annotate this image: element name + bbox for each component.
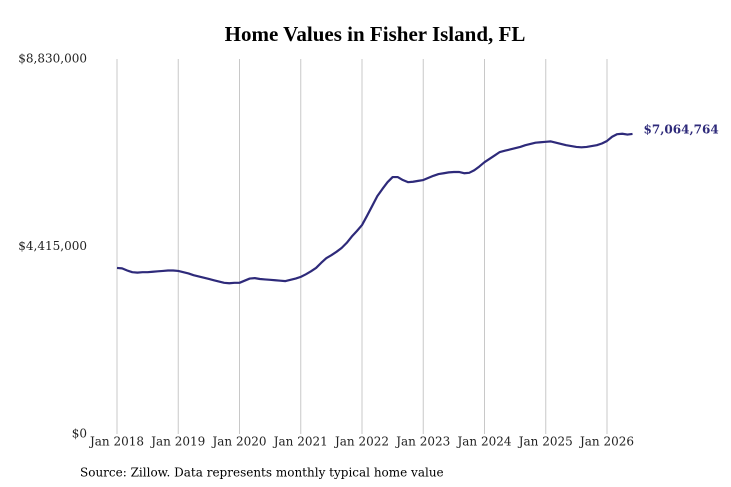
- y-tick-label: $8,830,000: [18, 52, 87, 66]
- source-note: Source: Zillow. Data represents monthly …: [80, 466, 444, 480]
- line: [116, 132, 633, 285]
- x-tick-label: Jan 2019: [149, 435, 205, 449]
- x-tick-label: Jan 2026: [578, 435, 634, 449]
- x-tick-label: Jan 2023: [394, 435, 450, 449]
- x-tick-label: Jan 2024: [455, 435, 511, 449]
- y-tick-label: $0: [72, 427, 87, 441]
- x-tick-label: Jan 2021: [272, 435, 328, 449]
- chart-title: Home Values in Fisher Island, FL: [225, 22, 526, 46]
- x-tick-label: Jan 2025: [517, 435, 573, 449]
- value-label: $7,064,764: [644, 122, 719, 136]
- x-tick-label: Jan 2022: [333, 435, 389, 449]
- x-tick-label: Jan 2020: [210, 435, 266, 449]
- y-tick-label: $4,415,000: [18, 239, 87, 253]
- x-tick-label: Jan 2018: [88, 435, 144, 449]
